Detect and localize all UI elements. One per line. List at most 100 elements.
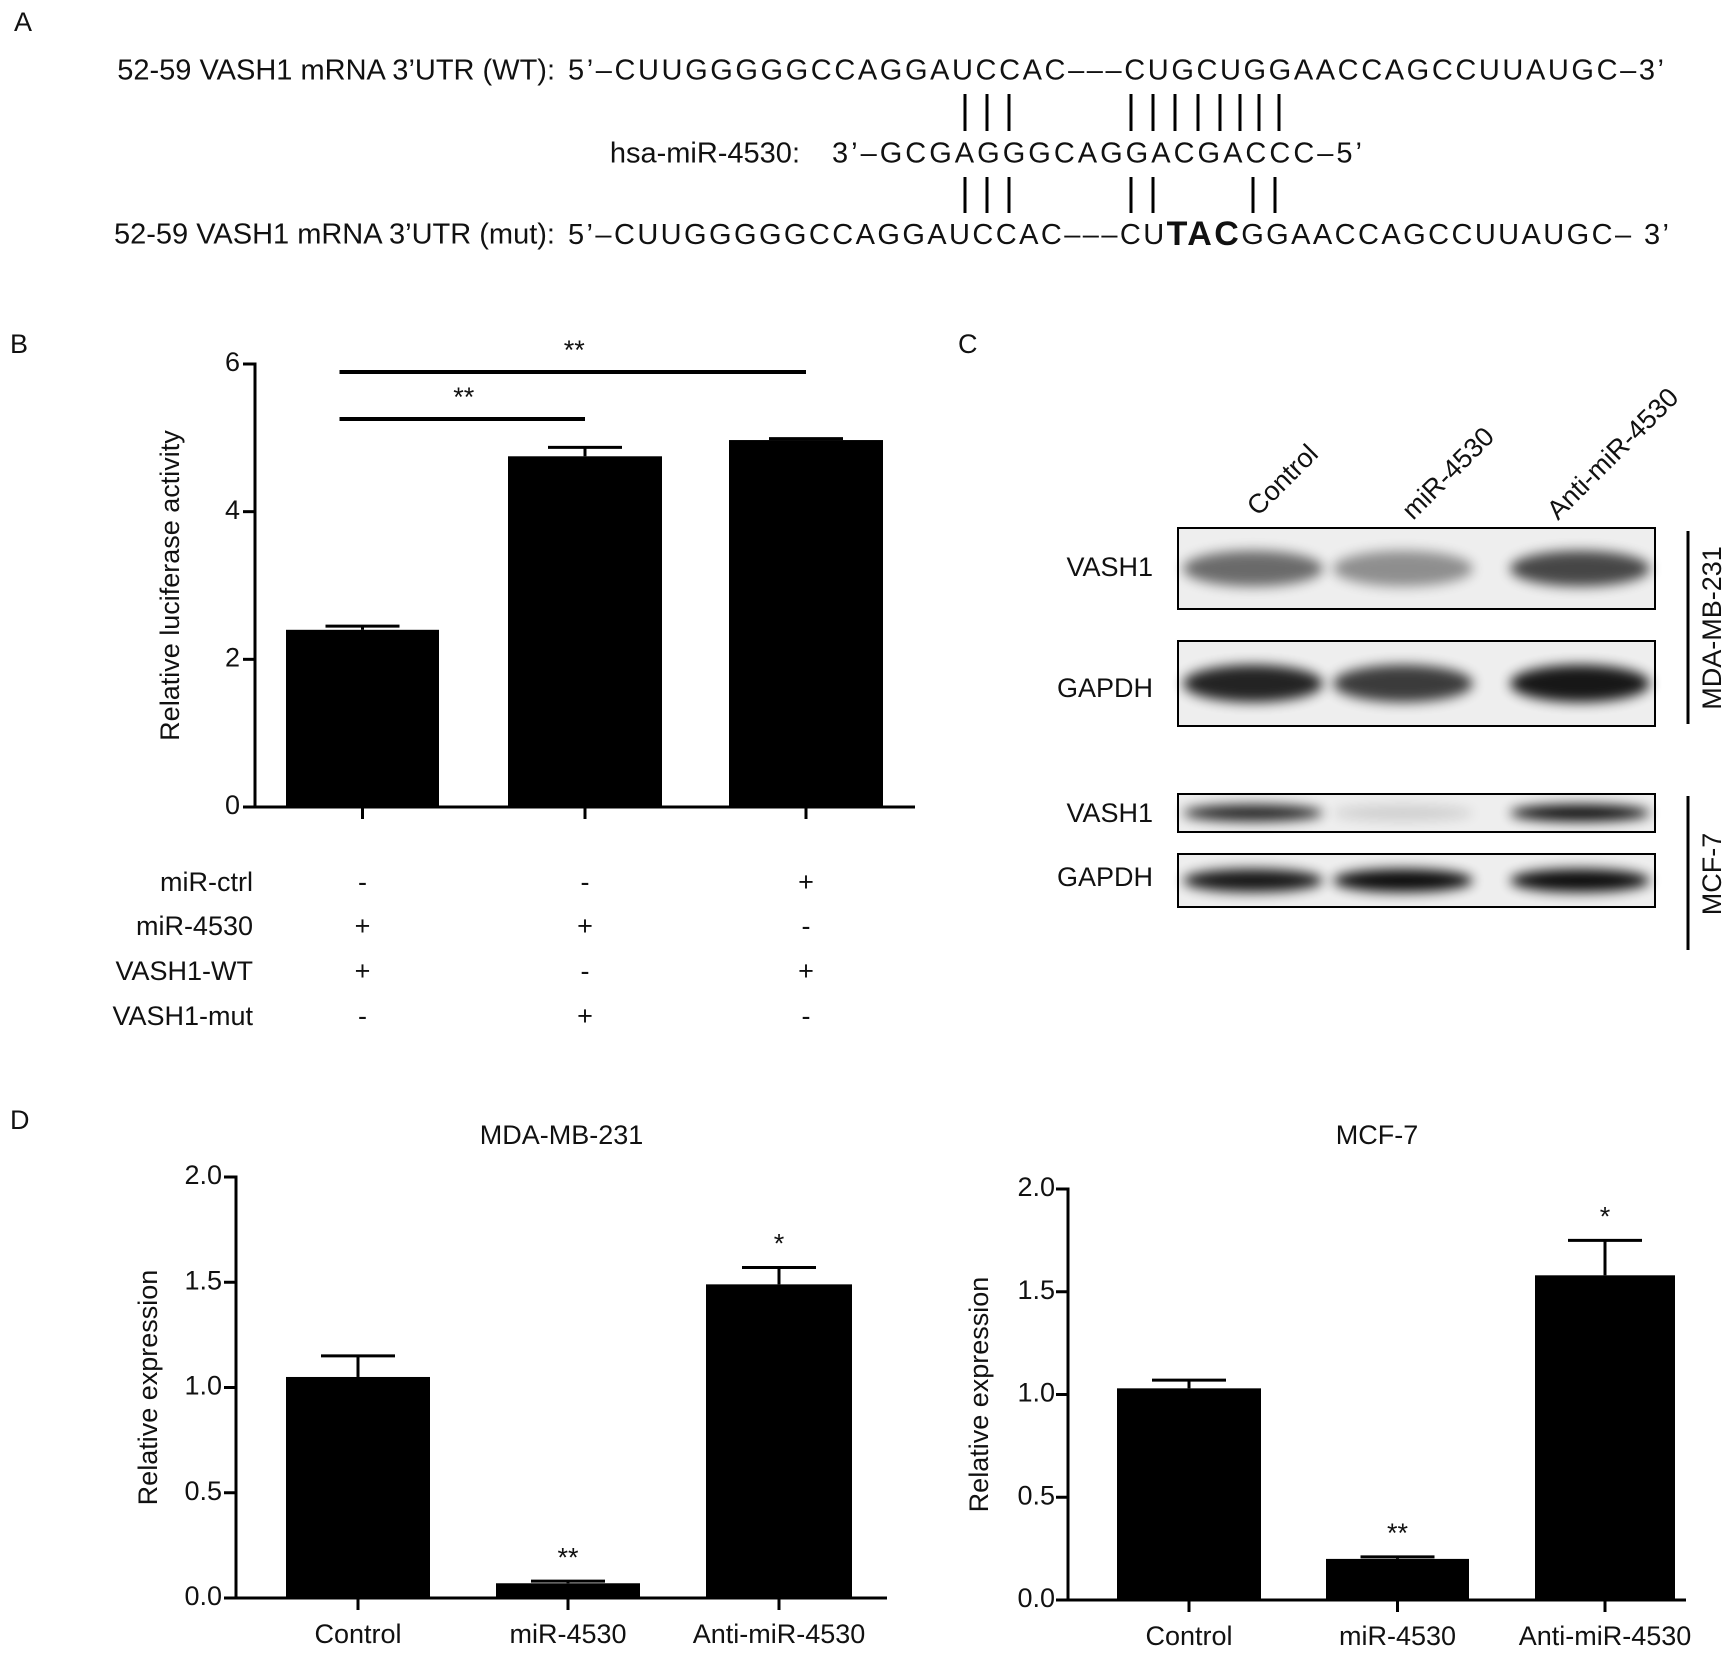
error-bar xyxy=(1360,1555,1435,1559)
x-tick-label: Control xyxy=(1145,1621,1232,1651)
y-tick-label: 0 xyxy=(225,790,240,820)
panel-label: D xyxy=(10,1105,30,1135)
significance-label: ** xyxy=(1387,1518,1409,1548)
bar xyxy=(508,456,662,807)
blot-row-label: GAPDH xyxy=(1057,673,1153,703)
band xyxy=(1183,550,1323,587)
panel-label: C xyxy=(958,329,978,359)
cell-line-label: MDA-MB-231 xyxy=(1697,546,1727,710)
x-tick-label: Anti-miR-4530 xyxy=(1519,1621,1692,1651)
band xyxy=(1333,804,1473,822)
sequence-label: 52-59 VASH1 mRNA 3’UTR (WT): xyxy=(117,55,555,87)
y-tick-label: 6 xyxy=(225,347,240,377)
sequence-label: 52-59 VASH1 mRNA 3’UTR (mut): xyxy=(114,219,555,251)
condition-sign: + xyxy=(577,911,593,941)
sequence: 3’–GCGAGGGCAGGACGACCC–5’ xyxy=(832,138,1362,170)
band xyxy=(1333,550,1473,587)
y-tick-label: 1.0 xyxy=(1017,1378,1055,1408)
y-tick-label: 2.0 xyxy=(184,1160,222,1190)
band xyxy=(1183,804,1323,822)
condition-label: miR-ctrl xyxy=(160,867,253,897)
blot-row-label: VASH1 xyxy=(1066,552,1153,582)
y-tick-label: 2.0 xyxy=(1017,1172,1055,1202)
chart-title: MDA-MB-231 xyxy=(480,1120,644,1150)
significance-label: ** xyxy=(453,382,475,412)
condition-sign: + xyxy=(798,867,814,897)
band xyxy=(1510,664,1650,703)
bar xyxy=(1326,1558,1469,1600)
y-axis-label: Relative luciferase activity xyxy=(155,430,185,741)
error-bar xyxy=(531,1579,605,1584)
bar xyxy=(1535,1275,1675,1600)
error-bar xyxy=(321,1354,395,1377)
x-tick-label: miR-4530 xyxy=(1339,1621,1456,1651)
x-tick-label: Anti-miR-4530 xyxy=(693,1619,866,1649)
sequence-part: GGAACCAGCCUUAUGC– 3’ xyxy=(1241,219,1669,251)
error-bar xyxy=(769,437,843,441)
significance-label: * xyxy=(774,1229,785,1259)
panel-label: B xyxy=(10,329,28,359)
western-blot: Control miR-4530 Anti-miR-4530 VASH1 GAP… xyxy=(1057,382,1727,950)
condition-label: VASH1-mut xyxy=(112,1001,253,1031)
bar xyxy=(729,440,883,807)
bar xyxy=(286,629,439,807)
x-tick-label: Control xyxy=(314,1619,401,1649)
y-axis-label: Relative expression xyxy=(133,1270,163,1506)
condition-sign: - xyxy=(358,867,367,897)
error-bar xyxy=(1152,1378,1226,1389)
base-pairing xyxy=(963,94,1281,213)
condition-sign: + xyxy=(355,911,371,941)
y-tick-label: 2 xyxy=(225,642,240,672)
sequence-label: hsa-miR-4530: xyxy=(610,138,800,170)
lane-label: miR-4530 xyxy=(1396,421,1500,525)
y-axis-label: Relative expression xyxy=(964,1277,994,1513)
condition-sign: - xyxy=(358,1001,367,1031)
band xyxy=(1333,664,1473,703)
bar xyxy=(1117,1388,1261,1600)
chart-title: MCF-7 xyxy=(1336,1120,1419,1150)
y-tick-label: 0.5 xyxy=(184,1476,222,1506)
blot-row-label: GAPDH xyxy=(1057,862,1153,892)
x-tick-label: miR-4530 xyxy=(509,1619,626,1649)
panel-label: A xyxy=(14,7,32,37)
mutated-bases: TAC xyxy=(1167,215,1239,253)
y-tick-label: 4 xyxy=(225,495,240,525)
y-tick-label: 0.0 xyxy=(184,1581,222,1611)
y-tick-label: 0.5 xyxy=(1017,1480,1055,1510)
condition-sign: + xyxy=(355,956,371,986)
error-bar xyxy=(325,624,400,630)
condition-sign: + xyxy=(798,956,814,986)
condition-sign: - xyxy=(581,867,590,897)
band xyxy=(1510,868,1650,893)
band xyxy=(1183,868,1323,893)
band xyxy=(1510,550,1650,587)
lane-label: Anti-miR-4530 xyxy=(1541,382,1684,525)
band xyxy=(1333,868,1473,893)
sequence: 5’–CUUGGGGGCCAGGAUCCAC–––CUGCUGGAACCAGCC… xyxy=(568,55,1664,87)
y-tick-label: 1.0 xyxy=(184,1371,222,1401)
bar xyxy=(706,1284,852,1598)
significance-label: * xyxy=(1600,1202,1611,1232)
y-tick-label: 1.5 xyxy=(1017,1275,1055,1305)
significance-label: ** xyxy=(564,335,586,365)
lane-label: Control xyxy=(1241,439,1324,522)
band xyxy=(1183,664,1323,703)
y-tick-label: 1.5 xyxy=(184,1265,222,1295)
condition-sign: - xyxy=(802,1001,811,1031)
blot-row-label: VASH1 xyxy=(1066,798,1153,828)
significance-label: ** xyxy=(557,1542,579,1572)
condition-label: VASH1-WT xyxy=(115,956,253,986)
band xyxy=(1510,804,1650,822)
condition-sign: - xyxy=(581,956,590,986)
condition-sign: - xyxy=(802,911,811,941)
condition-sign: + xyxy=(577,1001,593,1031)
error-bar xyxy=(742,1266,816,1285)
bar xyxy=(286,1376,430,1598)
condition-label: miR-4530 xyxy=(136,911,253,941)
sequence: 5’–CUUGGGGGCCAGGAUCCAC–––CUTACGGAACCAGCC… xyxy=(568,215,1669,253)
cell-line-label: MCF-7 xyxy=(1697,833,1727,916)
sequence-part: 5’–CUUGGGGGCCAGGAUCCAC–––CU xyxy=(568,219,1164,251)
y-tick-label: 0.0 xyxy=(1017,1583,1055,1613)
